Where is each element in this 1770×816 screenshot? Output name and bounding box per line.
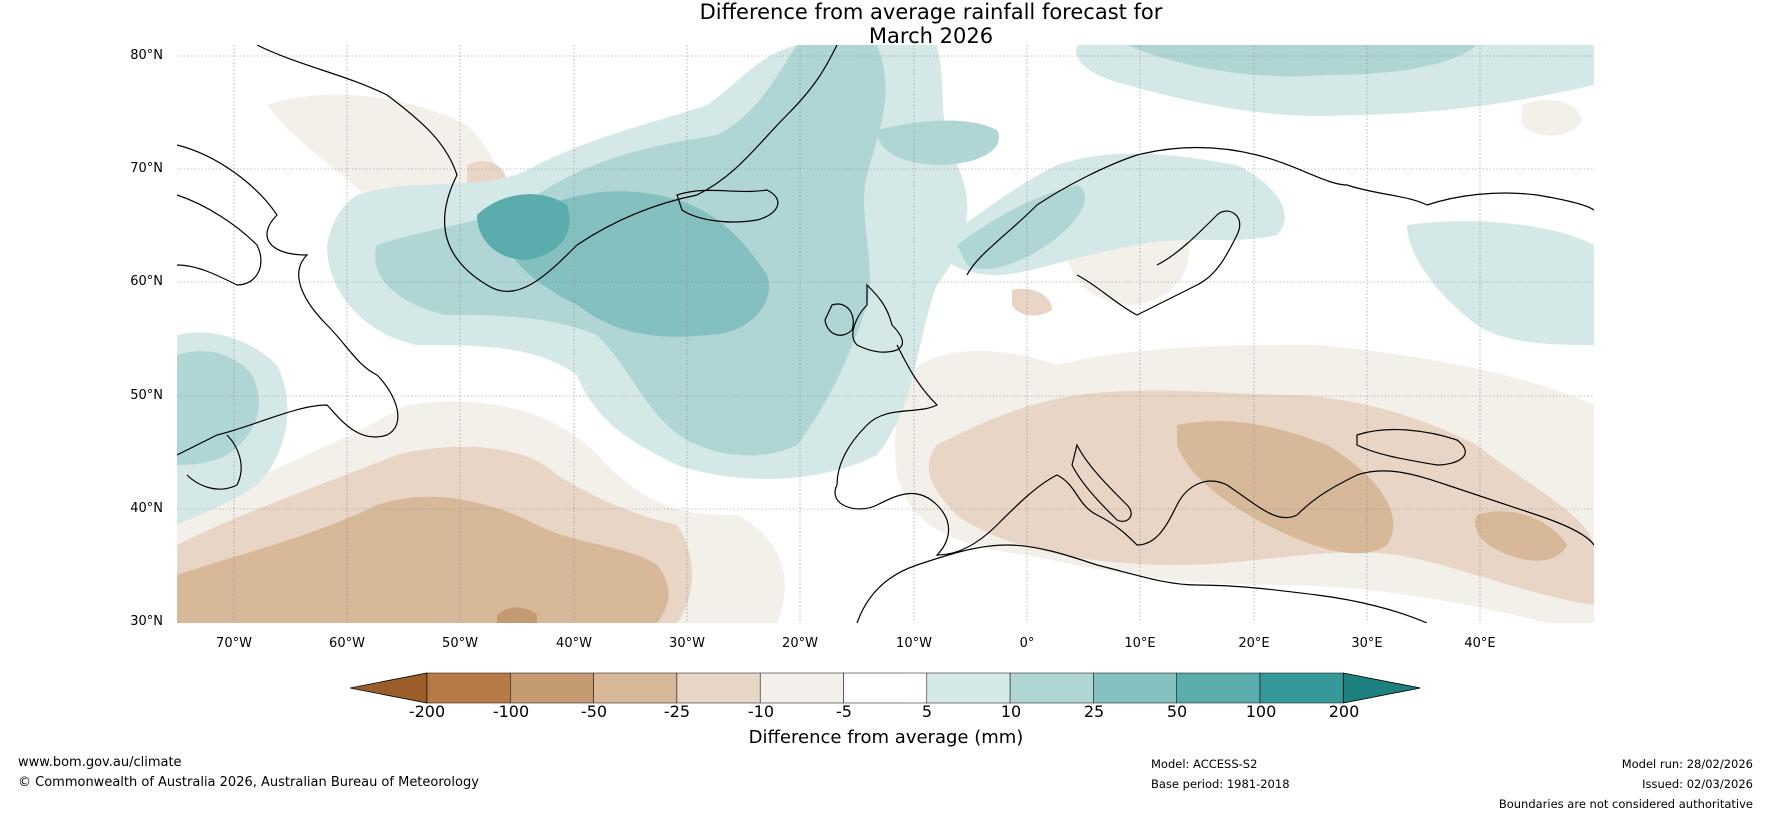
lon-label-40e: 40°E	[1464, 636, 1496, 651]
lon-label-60w: 60°W	[329, 636, 365, 651]
wet-area-north-atlantic-core	[505, 191, 769, 337]
dry-area-atlantic-sw-core	[177, 496, 669, 623]
lon-label-40w: 40°W	[556, 636, 592, 651]
rainfall-map	[177, 45, 1594, 623]
lat-label-70n: 70°N	[130, 161, 163, 176]
lon-label-10w: 10°W	[896, 636, 932, 651]
issued-text: Issued: 02/03/2026	[1642, 777, 1753, 791]
ireland-coast	[824, 303, 854, 336]
base-period-text: Base period: 1981-2018	[1151, 777, 1290, 791]
colorbar-tick: 10	[1000, 702, 1022, 721]
colorbar-extend-high	[1342, 672, 1420, 704]
title-line-1: Difference from average rainfall forecas…	[699, 0, 1163, 24]
wet-anomaly-areas	[177, 45, 1594, 525]
uk-coast	[852, 283, 904, 353]
colorbar-tick: -10	[747, 702, 775, 721]
colorbar-tick: 200	[1328, 702, 1360, 721]
colorbar-extend-low	[350, 672, 428, 704]
norway-coast	[966, 146, 1428, 276]
dry-area-atlantic-sw-deep	[497, 607, 537, 623]
colorbar-tick: -5	[836, 702, 852, 721]
lat-label-30n: 30°N	[130, 614, 163, 629]
colorbar-cell	[843, 672, 928, 704]
colorbar-cell	[1009, 672, 1094, 704]
wet-area-russia	[1407, 221, 1594, 345]
colorbar-tick: -100	[492, 702, 530, 721]
disclaimer-text: Boundaries are not considered authoritat…	[1498, 797, 1753, 811]
lon-label-50w: 50°W	[442, 636, 478, 651]
model-text: Model: ACCESS-S2	[1151, 757, 1258, 771]
lat-label-40n: 40°N	[130, 501, 163, 516]
italy-coast	[1071, 443, 1132, 522]
colorbar-cell	[926, 672, 1011, 704]
colorbar	[350, 672, 1420, 704]
north-africa-coast	[856, 544, 1428, 623]
copyright-text: © Commonwealth of Australia 2026, Austra…	[18, 775, 479, 790]
lon-label-0: 0°	[1019, 636, 1035, 651]
colorbar-cell	[676, 672, 761, 704]
lon-label-70w: 70°W	[216, 636, 252, 651]
wet-area-greenland-tip	[477, 194, 570, 260]
greenland-coast	[256, 45, 838, 292]
lon-label-20w: 20°W	[782, 636, 818, 651]
russia-coast	[1426, 192, 1594, 211]
colorbar-cell	[1176, 672, 1261, 704]
title-line-2: March 2026	[868, 24, 994, 48]
dry-area-turkey	[1475, 511, 1567, 561]
colorbar-cell	[1093, 672, 1177, 704]
wet-area-arctic-inner	[1127, 45, 1477, 77]
colorbar-tick: 25	[1083, 702, 1105, 721]
gridlines	[177, 45, 1594, 623]
wet-area-norway	[957, 185, 1086, 269]
lon-label-30e: 30°E	[1351, 636, 1383, 651]
newfoundland-coast	[186, 434, 242, 490]
wet-area-west-coast-inner	[177, 351, 259, 465]
dry-area-europe-core	[1177, 421, 1394, 554]
map-title: Difference from average rainfall forecas…	[0, 0, 1770, 48]
colorbar-cell	[593, 672, 678, 704]
labrador-coast	[177, 194, 262, 286]
black-sea-coast	[1356, 428, 1466, 466]
colorbar-cell	[426, 672, 511, 704]
colorbar-cell	[1259, 672, 1344, 704]
lon-label-30w: 30°W	[669, 636, 705, 651]
canada-coast	[177, 144, 399, 456]
lat-label-60n: 60°N	[130, 274, 163, 289]
colorbar-tick: -50	[580, 702, 608, 721]
colorbar-tick: -25	[663, 702, 691, 721]
colorbar-tick: -200	[408, 702, 446, 721]
colorbar-cell	[510, 672, 594, 704]
dry-area-france-spot	[1012, 288, 1052, 316]
lon-label-10e: 10°E	[1124, 636, 1156, 651]
colorbar-tick: 50	[1166, 702, 1188, 721]
colorbar-label: Difference from average (mm)	[748, 727, 1024, 748]
map-canvas	[177, 45, 1594, 623]
website-link[interactable]: www.bom.gov.au/climate	[18, 755, 182, 770]
colorbar-tick: 5	[921, 702, 933, 721]
lat-label-80n: 80°N	[130, 48, 163, 63]
lat-label-50n: 50°N	[130, 388, 163, 403]
coastlines	[177, 45, 1594, 623]
lon-label-20e: 20°E	[1238, 636, 1270, 651]
colorbar-tick: 100	[1245, 702, 1277, 721]
model-run-text: Model run: 28/02/2026	[1621, 757, 1753, 771]
colorbar-cell	[759, 672, 844, 704]
dry-area-arctic-east	[1522, 100, 1582, 136]
dry-anomaly-areas	[177, 94, 1594, 623]
baltic-coast	[1076, 210, 1241, 316]
europe-coast	[834, 344, 1594, 556]
wet-area-svalbard-sea	[877, 120, 999, 165]
iceland-coast	[676, 189, 779, 223]
